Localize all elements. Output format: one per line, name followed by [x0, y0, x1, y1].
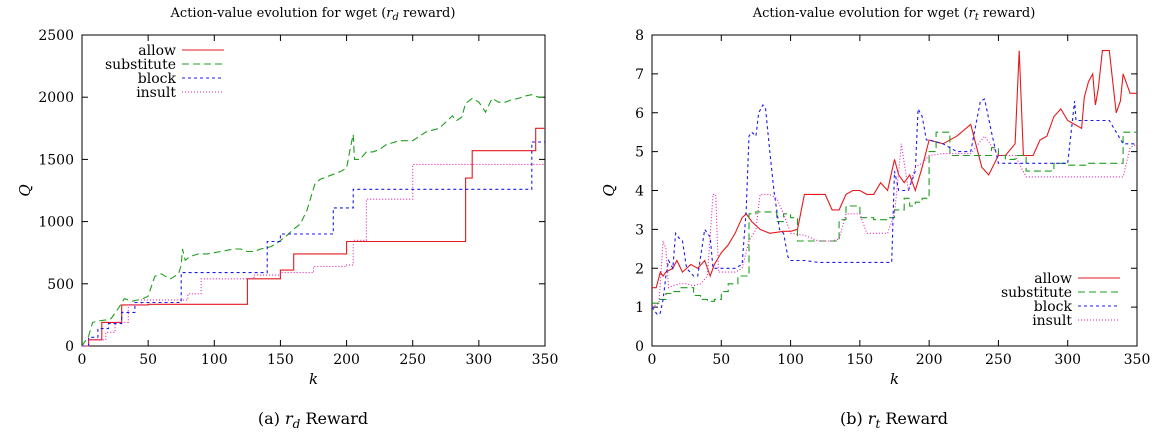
legend-label-insult: insult — [136, 85, 176, 101]
y-tick-label: 5 — [635, 145, 644, 161]
subfigure-caption: (b) rt Reward — [840, 409, 948, 431]
x-tick-label: 150 — [267, 352, 294, 368]
chart-a-rd-reward: Action-value evolution for wget (rd rewa… — [16, 6, 558, 431]
x-tick-label: 0 — [648, 352, 657, 368]
x-tick-label: 50 — [139, 352, 157, 368]
y-tick-label: 1500 — [38, 152, 74, 168]
y-tick-label: 0 — [65, 339, 74, 355]
series-line-block — [651, 98, 1137, 316]
legend-label-allow: allow — [138, 43, 176, 59]
series-line-block — [82, 141, 545, 347]
legend-label-insult: insult — [1032, 313, 1072, 329]
plot-frame — [81, 34, 546, 347]
y-tick-label: 7 — [635, 67, 644, 83]
x-tick-label: 0 — [78, 352, 87, 368]
y-tick-label: 4 — [635, 184, 644, 200]
series-line-allow — [82, 127, 545, 347]
subfigure-caption: (a) rd Reward — [258, 409, 368, 431]
x-tick-label: 50 — [712, 352, 730, 368]
x-tick-label: 300 — [1054, 352, 1081, 368]
x-tick-label: 350 — [532, 352, 559, 368]
x-tick-label: 150 — [846, 352, 873, 368]
y-tick-label: 2 — [635, 261, 644, 277]
y-tick-label: 1000 — [38, 215, 74, 231]
legend-label-block: block — [138, 71, 177, 87]
legend-label-block: block — [1034, 299, 1073, 315]
y-tick-label: 0 — [635, 339, 644, 355]
y-tick-label: 3 — [635, 222, 644, 238]
x-tick-label: 250 — [985, 352, 1012, 368]
y-tick-label: 2000 — [38, 90, 74, 106]
x-tick-label: 250 — [399, 352, 426, 368]
x-tick-label: 100 — [777, 352, 804, 368]
series-line-substitute — [652, 131, 1137, 304]
legend-label-substitute: substitute — [105, 57, 176, 73]
x-axis-label: k — [890, 370, 899, 388]
x-tick-label: 100 — [201, 352, 228, 368]
chart-b-rt-reward: Action-value evolution for wget (rt rewa… — [600, 6, 1150, 431]
x-tick-label: 350 — [1124, 352, 1151, 368]
chart-title: Action-value evolution for wget (rd rewa… — [170, 6, 456, 23]
series-line-insult — [82, 163, 545, 347]
y-tick-label: 6 — [635, 106, 644, 122]
chart-title: Action-value evolution for wget (rt rewa… — [752, 6, 1036, 23]
y-tick-label: 8 — [635, 28, 644, 44]
y-axis-label: Q — [16, 184, 34, 196]
y-axis-label: Q — [600, 184, 618, 196]
y-tick-label: 2500 — [38, 28, 74, 44]
x-tick-label: 300 — [465, 352, 492, 368]
y-tick-label: 500 — [47, 277, 74, 293]
y-tick-label: 1 — [635, 300, 644, 316]
x-tick-label: 200 — [333, 352, 360, 368]
legend-label-substitute: substitute — [1001, 285, 1072, 301]
x-axis-label: k — [309, 370, 318, 388]
series-line-substitute — [81, 94, 545, 347]
series-line-allow — [652, 50, 1137, 289]
x-tick-label: 200 — [916, 352, 943, 368]
legend-label-allow: allow — [1034, 271, 1072, 287]
